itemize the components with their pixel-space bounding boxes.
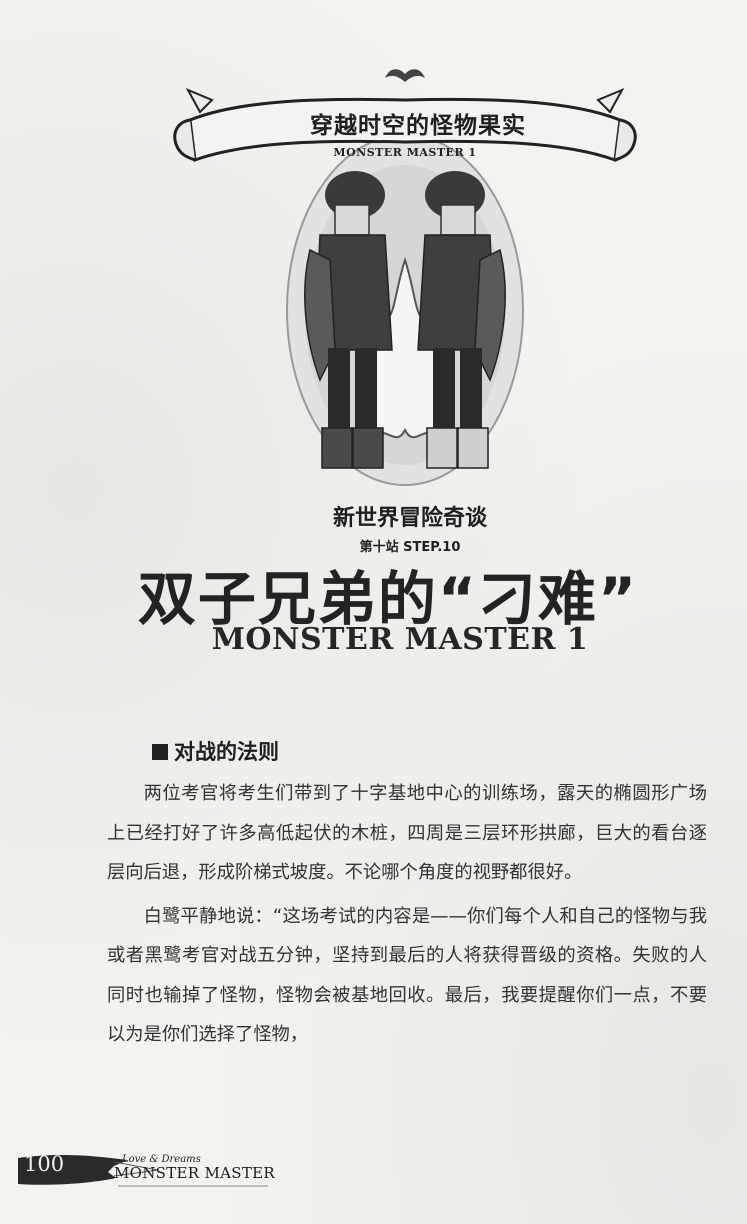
chapter-subtitle: MONSTER MASTER 1 xyxy=(211,622,589,657)
banner-subtitle: MONSTER MASTER 1 xyxy=(333,146,477,159)
footer-brand: MONSTER MASTER xyxy=(114,1164,275,1182)
paragraph: 两位考官将考生们带到了十字基地中心的训练场，露天的椭圆形广场上已经打好了许多高低… xyxy=(107,783,707,883)
footer-brush-stroke xyxy=(18,1154,268,1187)
square-bullet-icon xyxy=(152,744,168,760)
page-number: 100 xyxy=(24,1152,65,1176)
station-label: 第十站 STEP.10 xyxy=(359,540,461,555)
banner-title: 穿越时空的怪物果实 xyxy=(310,113,526,139)
paragraph: 白鹭平静地说：“这场考试的内容是——你们每个人和自己的怪物与我或者黑鹭考官对战五… xyxy=(107,905,707,1046)
body-text: 两位考官将考生们带到了十字基地中心的训练场，露天的椭圆形广场上已经打好了许多高低… xyxy=(107,774,707,1055)
chapter-title: 双子兄弟的“刁难” xyxy=(137,565,639,633)
twins-illustration xyxy=(173,69,637,486)
series-title: 新世界冒险奇谈 xyxy=(332,506,487,531)
footer-tagline: Love & Dreams xyxy=(122,1154,201,1165)
section-heading: 对战的法则 xyxy=(152,736,279,766)
section-heading-text: 对战的法则 xyxy=(174,740,279,764)
